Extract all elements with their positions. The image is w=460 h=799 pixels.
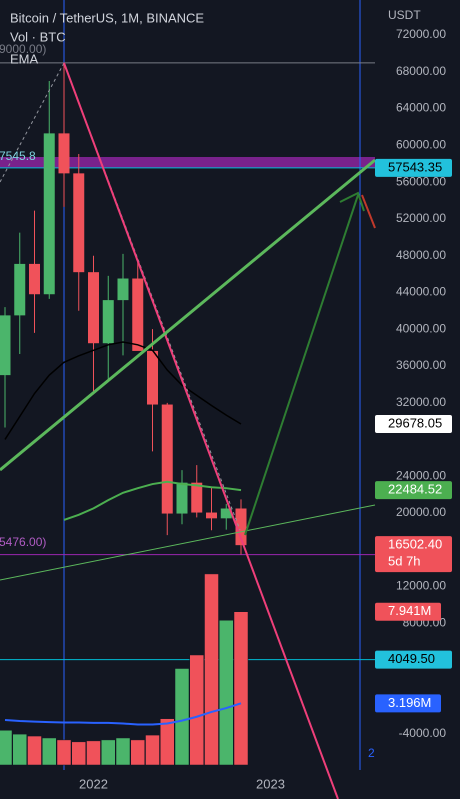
candle-body	[191, 482, 203, 513]
trendline	[0, 158, 376, 472]
y-tick-label: 48000.00	[396, 248, 446, 262]
y-tick-label: 44000.00	[396, 285, 446, 299]
volume-bar	[12, 733, 27, 766]
price-label-box	[375, 158, 452, 177]
candle-body	[58, 133, 70, 174]
volume-bar	[27, 735, 42, 766]
y-tick-label: -4000.00	[399, 726, 447, 740]
trendline	[63, 62, 339, 799]
y-tick-label: 36000.00	[396, 358, 446, 372]
price-label: 4049.50	[388, 651, 435, 666]
y-tick-label: 56000.00	[396, 174, 446, 188]
y-tick-label: 32000.00	[396, 395, 446, 409]
price-label: 57543.35	[388, 159, 442, 174]
y-tick-label: 60000.00	[396, 137, 446, 151]
trendline	[0, 504, 376, 581]
dashed-trendline	[0, 62, 65, 183]
volume-label: 7.941M	[388, 603, 431, 618]
left-label: 9000.00)	[0, 42, 46, 56]
volume-bar	[71, 741, 86, 766]
candle-body	[43, 133, 55, 295]
candle-body	[235, 508, 247, 546]
price-label-box	[375, 415, 452, 434]
volume-bar	[101, 739, 116, 766]
volume-bar	[204, 573, 219, 766]
y-tick-label: 52000.00	[396, 211, 446, 225]
volume-bar	[115, 737, 131, 766]
symbol-title: Bitcoin / TetherUS, 1M, BINANCE	[10, 10, 204, 25]
volume-bar	[0, 730, 13, 766]
ma-line	[63, 480, 242, 521]
price-label: 29678.05	[388, 415, 442, 430]
candle-body	[176, 482, 188, 514]
volume-bar	[130, 739, 145, 766]
candle-body	[117, 278, 129, 301]
y-tick-label: 68000.00	[396, 64, 446, 78]
volume-label: 3.196M	[388, 695, 431, 710]
candle-body	[102, 300, 114, 344]
projection-arrow	[361, 194, 376, 229]
candle-body	[132, 278, 144, 351]
volume-bar	[86, 740, 101, 766]
ema-line	[4, 341, 242, 440]
dashed-trendline	[63, 62, 241, 531]
y-tick-label: 20000.00	[396, 505, 446, 519]
left-label: 7545.8	[0, 149, 36, 163]
candle-body	[0, 315, 11, 376]
y-tick-label: 24000.00	[396, 468, 446, 482]
volume-label-box	[375, 694, 441, 713]
indicator-legend: EMA	[10, 51, 39, 66]
volume-bar	[233, 611, 249, 766]
volume-bar	[189, 654, 204, 766]
volume-bar	[160, 718, 175, 766]
pane-number: 2	[368, 746, 375, 760]
candle-body	[73, 173, 85, 273]
candle-body	[88, 272, 99, 344]
projection-arrow	[244, 194, 359, 536]
price-label-box	[375, 650, 452, 669]
volume-bar	[174, 668, 190, 766]
currency: USDT	[388, 8, 421, 22]
y-tick-label: 72000.00	[396, 27, 446, 41]
volume-label-box	[375, 602, 441, 621]
volume_ma-line	[4, 702, 242, 726]
x-tick-label: 2023	[256, 776, 285, 791]
price-label-box	[375, 481, 452, 500]
y-tick-label: 64000.00	[396, 101, 446, 115]
candle-body	[220, 508, 232, 519]
y-tick-label: 12000.00	[396, 579, 446, 593]
price-countdown: 5d 7h	[388, 554, 421, 569]
y-tick-label: 40000.00	[396, 321, 446, 335]
candle-body	[161, 404, 173, 514]
left-label: 5476.00)	[0, 535, 46, 549]
volume-bar	[145, 734, 160, 766]
volume-bar	[42, 737, 57, 766]
candle-body	[206, 512, 217, 519]
volume-legend: Vol · BTC	[10, 29, 66, 44]
price-band	[0, 157, 375, 168]
x-tick-label: 2022	[79, 776, 108, 791]
candle-body	[147, 350, 158, 405]
candle-body	[29, 263, 40, 295]
arrow-head	[339, 191, 365, 212]
candle-body	[14, 263, 26, 316]
price-label-box	[375, 536, 452, 573]
volume-bar	[219, 620, 234, 766]
price-label: 16502.40	[388, 537, 442, 552]
volume-bar	[56, 739, 72, 766]
price-label: 22484.52	[388, 482, 442, 497]
